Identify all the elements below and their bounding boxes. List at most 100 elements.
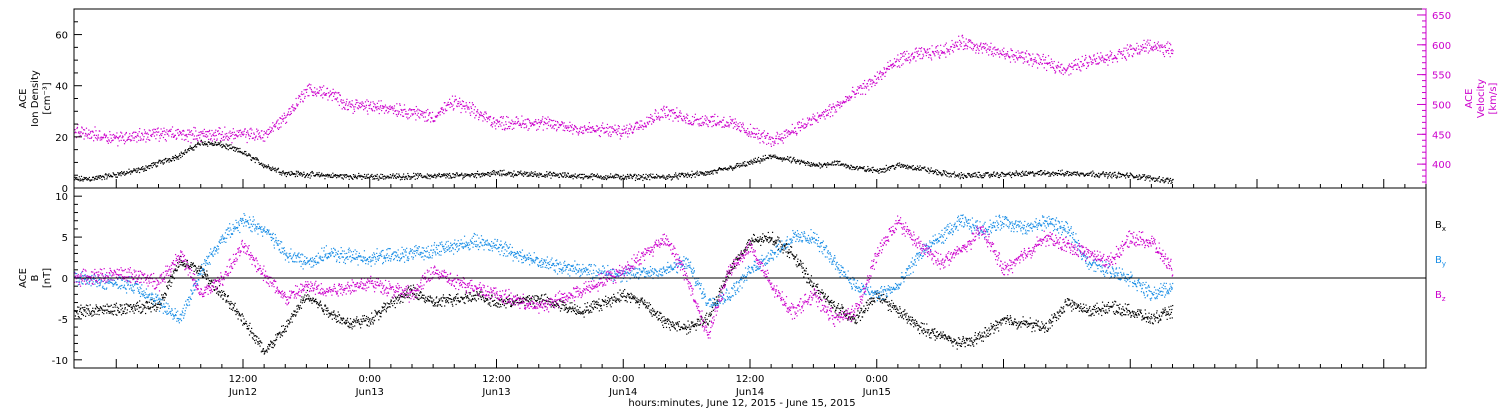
velocity-series-point [929, 48, 931, 50]
velocity-series-point [347, 104, 349, 107]
velocity-series-point [194, 127, 196, 129]
velocity-series-point [571, 126, 573, 129]
density-series-point [628, 177, 630, 179]
density-series-point [419, 173, 422, 175]
bx-series-point [275, 339, 278, 341]
velocity-series-point [323, 92, 325, 94]
density-series-point [291, 171, 293, 173]
density-series-point [1007, 173, 1009, 175]
velocity-series-point [859, 87, 861, 89]
velocity-series-point [332, 88, 334, 90]
velocity-series-point [909, 62, 911, 64]
bx-series-point [270, 341, 272, 343]
density-series-point [431, 175, 433, 178]
density-series-point [201, 143, 204, 145]
velocity-series-point [1148, 50, 1150, 52]
velocity-series-point [122, 135, 124, 137]
left-axis-label: ACE [18, 89, 29, 109]
density-series-point [753, 158, 755, 160]
density-series-point [180, 156, 182, 159]
density-series-point [685, 175, 687, 177]
density-series-point [903, 164, 905, 166]
density-series-point [141, 167, 143, 169]
velocity-series-point [763, 130, 765, 132]
density-series-point [288, 171, 290, 173]
velocity-series-point [860, 93, 862, 95]
density-series-point [545, 173, 547, 176]
velocity-series-point [637, 122, 639, 124]
velocity-series-point [1159, 50, 1161, 52]
bx-series-point [129, 311, 131, 313]
density-series-point [112, 172, 114, 174]
density-series-point [955, 174, 957, 177]
velocity-series-point [464, 105, 466, 107]
velocity-series-point [790, 132, 792, 134]
velocity-series-point [523, 127, 525, 129]
velocity-series-point [390, 108, 392, 110]
density-series-point [1056, 172, 1058, 175]
density-series-point [1117, 176, 1119, 178]
velocity-series-point [801, 126, 803, 128]
density-series-point [876, 168, 878, 170]
velocity-series-point [383, 112, 386, 114]
velocity-series-point [1111, 52, 1113, 54]
velocity-series-point [796, 134, 798, 136]
density-series-point [1104, 175, 1106, 178]
density-series-point [155, 166, 158, 168]
density-series-point [622, 174, 624, 176]
density-series-point [1112, 172, 1114, 174]
bx-series-point [257, 343, 259, 345]
density-series-point [783, 157, 785, 159]
bx-series-point [185, 263, 187, 265]
bx-series-point [162, 294, 164, 296]
velocity-series-point [890, 64, 892, 66]
bx-series-point [268, 344, 270, 346]
density-series-point [88, 178, 90, 181]
density-series-point [311, 170, 313, 173]
velocity-series-point [355, 102, 358, 104]
velocity-series-point [302, 100, 304, 102]
bx-series-point [131, 307, 134, 309]
bx-series-point [216, 288, 218, 290]
density-series-point [853, 168, 855, 171]
density-series-point [1040, 174, 1042, 176]
density-series-point [1132, 175, 1134, 177]
velocity-series-point [832, 103, 834, 105]
bx-series-point [236, 312, 238, 314]
velocity-series-point [154, 132, 156, 134]
velocity-series-point [134, 131, 136, 133]
bx-series-point [267, 346, 269, 348]
velocity-series-point [869, 78, 871, 80]
density-series-point [866, 169, 868, 171]
velocity-series-point [989, 46, 992, 48]
velocity-series-point [517, 120, 520, 122]
velocity-series-point [321, 94, 323, 96]
density-series-point [265, 165, 267, 167]
velocity-series-point [190, 142, 192, 144]
density-series-point [368, 177, 370, 180]
density-series-point [469, 174, 471, 176]
bx-series-point [287, 323, 289, 325]
bx-series-point [208, 284, 210, 286]
bx-series-point [204, 273, 207, 275]
velocity-series-point [288, 108, 290, 110]
density-series-point [761, 159, 763, 161]
bx-series-point [103, 313, 105, 315]
velocity-series-point [613, 131, 615, 133]
velocity-series-point [275, 122, 277, 125]
velocity-series-point [428, 114, 430, 117]
velocity-series-point [975, 49, 977, 52]
density-series-point [504, 173, 507, 175]
density-series-point [379, 177, 381, 179]
velocity-series-point [913, 57, 915, 59]
density-series-point [533, 174, 535, 176]
velocity-series-point [393, 107, 395, 109]
velocity-series-point [119, 135, 121, 137]
density-series-point [960, 172, 962, 174]
velocity-series-point [1030, 59, 1032, 62]
density-series-point [399, 176, 401, 178]
density-series-point [943, 172, 946, 174]
density-series-point [213, 143, 215, 145]
velocity-series-point [279, 117, 281, 119]
velocity-series-point [908, 53, 910, 55]
